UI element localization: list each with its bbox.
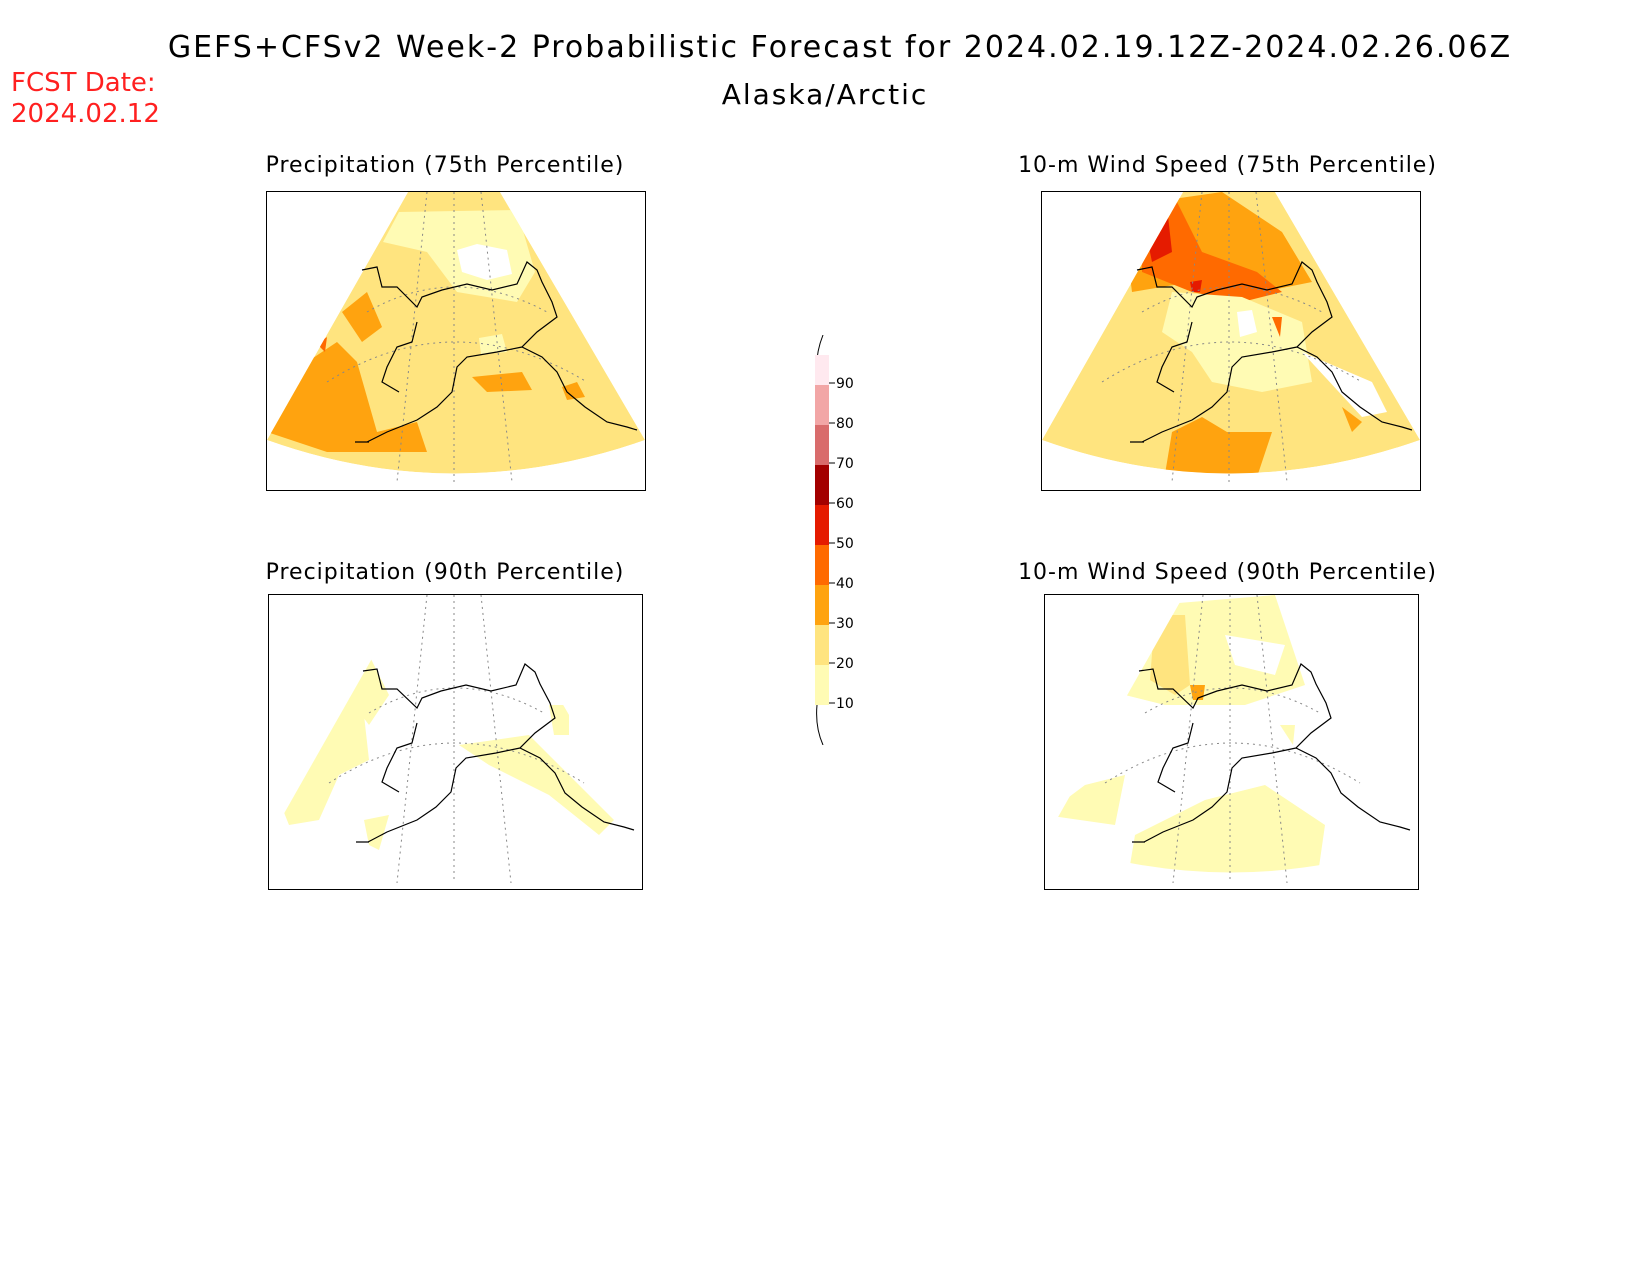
forecast-date-value: 2024.02.12 xyxy=(11,99,160,129)
wind90-white-patch xyxy=(1225,635,1285,675)
wind75-coastline xyxy=(1130,261,1413,443)
colorbar-box-3 xyxy=(815,545,829,585)
precip90-light-coast xyxy=(459,735,614,835)
map-precip-75 xyxy=(266,191,646,491)
colorbar-label-60: 60 xyxy=(836,496,854,512)
colorbar-label-50: 50 xyxy=(836,536,854,552)
wind90-coastline xyxy=(1132,663,1411,843)
colorbar-box-1 xyxy=(815,625,829,665)
precip75-orange-west xyxy=(342,292,382,342)
map-wind-75-svg xyxy=(1042,192,1420,483)
colorbar-label-20: 20 xyxy=(836,656,854,672)
map-wind-90 xyxy=(1044,594,1419,890)
colorbar-label-80: 80 xyxy=(836,416,854,432)
precip75-graticule xyxy=(326,192,588,483)
forecast-date: FCST Date: 2024.02.12 xyxy=(11,68,160,130)
wind75-darkred-nw xyxy=(1142,207,1172,262)
forecast-date-label: FCST Date: xyxy=(11,68,156,98)
precip75-orange-east xyxy=(562,382,585,400)
precip90-light-east xyxy=(549,705,569,735)
colorbar-box-7 xyxy=(815,385,829,425)
precip75-coastline xyxy=(355,261,638,443)
region-subtitle: Alaska/Arctic xyxy=(721,78,929,111)
colorbar-label-70: 70 xyxy=(836,456,854,472)
wind90-light-east xyxy=(1280,725,1295,745)
precip75-white-patch xyxy=(457,244,512,280)
colorbar-box-8 xyxy=(815,355,829,385)
map-precip-75-svg xyxy=(267,192,645,483)
precip75-red-patch xyxy=(317,337,327,352)
precip90-coastline xyxy=(356,663,635,843)
map-wind-90-svg xyxy=(1045,595,1418,884)
wind75-orange-coast xyxy=(1342,407,1362,432)
colorbar-labels: 10 20 30 40 50 60 70 80 90 xyxy=(829,376,854,712)
colorbar: 10 20 30 40 50 60 70 80 90 xyxy=(815,335,854,745)
colorbar-box-4 xyxy=(815,505,829,545)
wind90-graticule xyxy=(1104,595,1361,884)
colorbar-label-40: 40 xyxy=(836,576,854,592)
panel-title-precip-90: Precipitation (90th Percentile) xyxy=(265,560,625,585)
wind75-darkred-patch xyxy=(1190,280,1202,292)
panel-title-wind-75: 10-m Wind Speed (75th Percentile) xyxy=(1018,153,1437,178)
colorbar-label-30: 30 xyxy=(836,616,854,632)
colorbar-label-10: 10 xyxy=(836,696,854,712)
wind90-light-sw xyxy=(1045,775,1125,825)
colorbar-boxes xyxy=(815,355,829,705)
colorbar-box-6 xyxy=(815,425,829,465)
colorbar-box-0 xyxy=(815,665,829,705)
wind75-red-band xyxy=(1142,202,1282,302)
main-title: GEFS+CFSv2 Week-2 Probabilistic Forecast… xyxy=(167,30,1513,65)
wind90-base-area xyxy=(1045,595,1418,873)
panel-title-wind-90: 10-m Wind Speed (90th Percentile) xyxy=(1018,560,1437,585)
precip90-base-area xyxy=(269,595,642,873)
precip75-light-patch xyxy=(479,334,507,354)
panel-title-precip-75: Precipitation (75th Percentile) xyxy=(265,153,625,178)
wind90-light-south xyxy=(1125,785,1325,873)
colorbar-box-5 xyxy=(815,465,829,505)
colorbar-bottom-cap xyxy=(816,704,824,745)
wind75-white-patch xyxy=(1237,310,1257,337)
map-precip-90-svg xyxy=(269,595,642,884)
precip75-orange-coast xyxy=(472,372,532,392)
map-precip-90 xyxy=(268,594,643,890)
colorbar-box-2 xyxy=(815,585,829,625)
wind75-white-east xyxy=(1302,352,1387,417)
colorbar-label-90: 90 xyxy=(836,376,854,392)
map-wind-75 xyxy=(1041,191,1421,491)
wind75-red-dot xyxy=(1272,317,1282,337)
wind75-graticule xyxy=(1101,192,1363,483)
